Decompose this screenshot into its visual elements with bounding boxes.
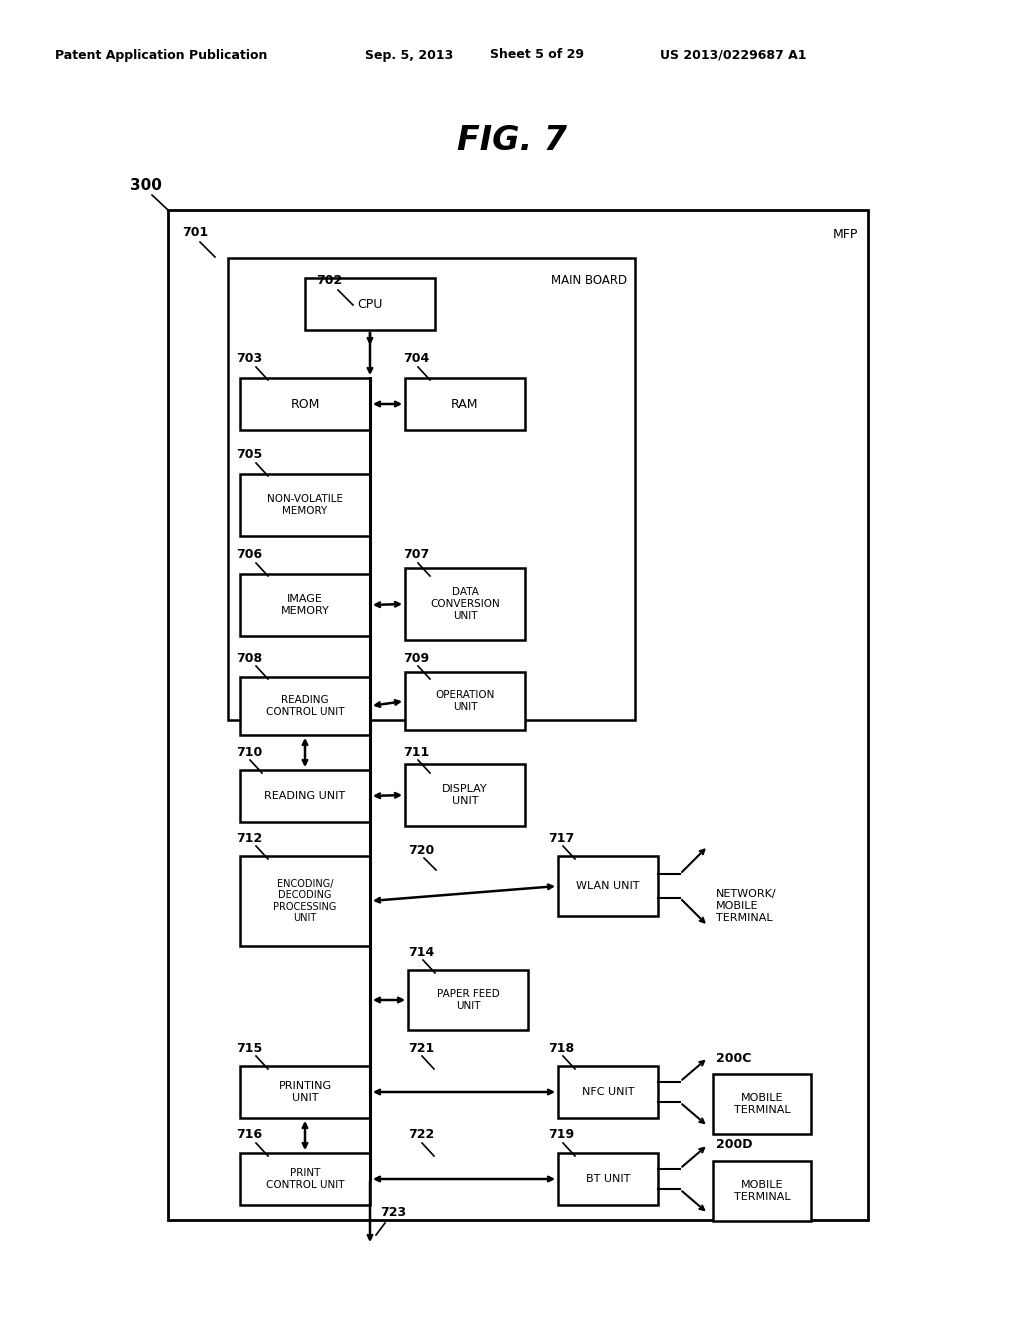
Text: 707: 707 bbox=[403, 549, 429, 561]
Text: READING UNIT: READING UNIT bbox=[264, 791, 345, 801]
Bar bbox=[168, 210, 868, 1220]
Bar bbox=[228, 257, 635, 719]
Text: 701: 701 bbox=[182, 226, 208, 239]
Text: 702: 702 bbox=[316, 273, 342, 286]
Text: PRINT
CONTROL UNIT: PRINT CONTROL UNIT bbox=[266, 1168, 344, 1189]
Bar bbox=[406, 378, 525, 430]
Text: 705: 705 bbox=[236, 449, 262, 462]
Bar bbox=[240, 378, 370, 430]
Text: 716: 716 bbox=[236, 1129, 262, 1142]
Text: IMAGE
MEMORY: IMAGE MEMORY bbox=[281, 594, 330, 616]
Text: NFC UNIT: NFC UNIT bbox=[582, 1086, 634, 1097]
Text: BT UNIT: BT UNIT bbox=[586, 1173, 630, 1184]
Bar bbox=[406, 672, 525, 730]
Text: MOBILE
TERMINAL: MOBILE TERMINAL bbox=[733, 1093, 791, 1115]
Bar bbox=[406, 764, 525, 826]
Text: Sheet 5 of 29: Sheet 5 of 29 bbox=[490, 49, 584, 62]
Text: ENCODING/
DECODING
PROCESSING
UNIT: ENCODING/ DECODING PROCESSING UNIT bbox=[273, 879, 337, 924]
Text: ROM: ROM bbox=[291, 397, 319, 411]
Bar bbox=[558, 1152, 658, 1205]
Bar bbox=[406, 568, 525, 640]
Text: 715: 715 bbox=[236, 1041, 262, 1055]
Bar bbox=[240, 677, 370, 735]
Text: PRINTING
UNIT: PRINTING UNIT bbox=[279, 1081, 332, 1102]
Text: PAPER FEED
UNIT: PAPER FEED UNIT bbox=[436, 989, 500, 1011]
Bar bbox=[240, 474, 370, 536]
Text: 718: 718 bbox=[548, 1041, 574, 1055]
Text: MFP: MFP bbox=[833, 228, 858, 242]
Text: FIG. 7: FIG. 7 bbox=[457, 124, 567, 157]
Text: Patent Application Publication: Patent Application Publication bbox=[55, 49, 267, 62]
Text: 723: 723 bbox=[380, 1206, 407, 1220]
Text: 704: 704 bbox=[403, 351, 429, 364]
Bar bbox=[305, 279, 435, 330]
Bar bbox=[240, 1067, 370, 1118]
Text: 703: 703 bbox=[236, 351, 262, 364]
Text: Sep. 5, 2013: Sep. 5, 2013 bbox=[365, 49, 454, 62]
Text: NETWORK/
MOBILE
TERMINAL: NETWORK/ MOBILE TERMINAL bbox=[716, 890, 776, 923]
Text: 708: 708 bbox=[236, 652, 262, 664]
Bar bbox=[240, 855, 370, 946]
Text: 712: 712 bbox=[236, 832, 262, 845]
Text: OPERATION
UNIT: OPERATION UNIT bbox=[435, 690, 495, 711]
Bar bbox=[558, 1067, 658, 1118]
Text: CPU: CPU bbox=[357, 297, 383, 310]
Text: 722: 722 bbox=[408, 1129, 434, 1142]
Text: MOBILE
TERMINAL: MOBILE TERMINAL bbox=[733, 1180, 791, 1201]
Bar bbox=[713, 1162, 811, 1221]
Text: WLAN UNIT: WLAN UNIT bbox=[577, 880, 640, 891]
Text: 711: 711 bbox=[403, 746, 429, 759]
Text: NON-VOLATILE
MEMORY: NON-VOLATILE MEMORY bbox=[267, 494, 343, 516]
Text: 719: 719 bbox=[548, 1129, 574, 1142]
Text: 721: 721 bbox=[408, 1041, 434, 1055]
Bar bbox=[240, 770, 370, 822]
Text: DATA
CONVERSION
UNIT: DATA CONVERSION UNIT bbox=[430, 587, 500, 620]
Text: 717: 717 bbox=[548, 832, 574, 845]
Text: 714: 714 bbox=[408, 945, 434, 958]
Text: DISPLAY
UNIT: DISPLAY UNIT bbox=[442, 784, 487, 805]
Text: 710: 710 bbox=[236, 746, 262, 759]
Text: 200C: 200C bbox=[716, 1052, 752, 1064]
Bar bbox=[408, 970, 528, 1030]
Text: 706: 706 bbox=[236, 549, 262, 561]
Text: RAM: RAM bbox=[452, 397, 479, 411]
Text: 300: 300 bbox=[130, 177, 162, 193]
Bar bbox=[558, 855, 658, 916]
Bar bbox=[240, 1152, 370, 1205]
Bar bbox=[240, 574, 370, 636]
Text: 200D: 200D bbox=[716, 1138, 753, 1151]
Text: 720: 720 bbox=[408, 843, 434, 857]
Text: READING
CONTROL UNIT: READING CONTROL UNIT bbox=[266, 696, 344, 717]
Bar bbox=[713, 1074, 811, 1134]
Text: US 2013/0229687 A1: US 2013/0229687 A1 bbox=[660, 49, 807, 62]
Text: MAIN BOARD: MAIN BOARD bbox=[551, 275, 627, 286]
Text: 709: 709 bbox=[403, 652, 429, 664]
